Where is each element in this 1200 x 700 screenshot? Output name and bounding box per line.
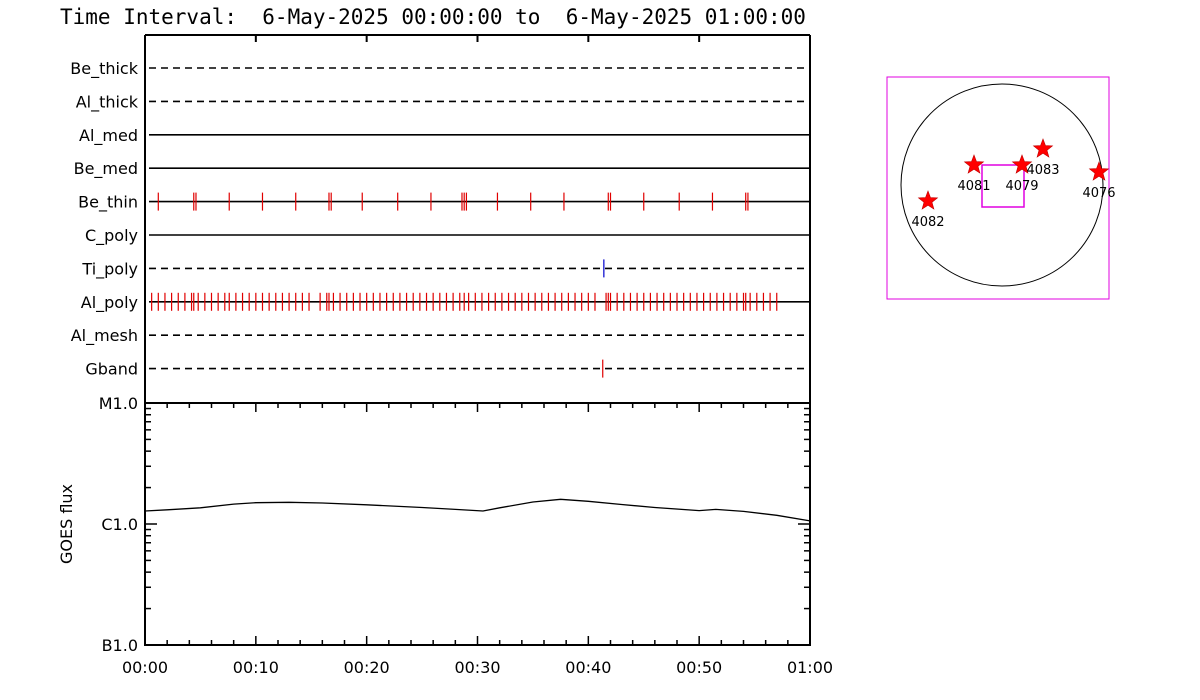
x-tick-label: 00:50 [676, 658, 722, 677]
active-region-label-4083: 4083 [1026, 163, 1059, 178]
active-region-star-4079 [1011, 154, 1033, 174]
active-region-star-4076 [1088, 161, 1110, 181]
channel-label-al-poly: Al_poly [81, 293, 138, 313]
x-tick-label: 00:40 [565, 658, 611, 677]
y-tick-label: M1.0 [99, 394, 138, 413]
event-timeline-panel: Be_thick Al_thick Al_med Be_med Be_thin C_pol… [70, 34, 811, 402]
x-tick-label: 00:00 [122, 658, 168, 677]
active-region-star-4083 [1032, 138, 1054, 158]
time-interval-title: Time Interval: 6-May-2025 00:00:00 to 6-… [60, 5, 806, 29]
goes-y-axis-label: GOES flux [57, 484, 76, 564]
active-region-label-4076: 4076 [1082, 186, 1115, 201]
x-tick-label: 00:20 [344, 658, 390, 677]
active-region-label-4082: 4082 [911, 215, 944, 230]
channel-label-al-med: Al_med [79, 126, 138, 146]
map-frame [886, 76, 1110, 300]
channel-label-be-thin: Be_thin [78, 193, 138, 213]
x-tick-label: 00:30 [454, 658, 500, 677]
goes-flux-panel: 00:00 00:10 00:20 00:30 00:40 00:50 01:00 M1.0 C… [57, 394, 833, 677]
channel-label-gband: Gband [85, 360, 138, 379]
active-region-label-4079: 4079 [1005, 179, 1038, 194]
channel-label-c-poly: C_poly [85, 226, 138, 246]
y-tick-label: B1.0 [102, 636, 138, 655]
channel-label-be-thick: Be_thick [70, 59, 138, 79]
active-region-star-4081 [963, 154, 985, 174]
channel-label-be-med: Be_med [74, 159, 138, 179]
channel-label-al-mesh: Al_mesh [71, 326, 138, 346]
channel-label-ti-poly: Ti_poly [81, 259, 138, 279]
x-tick-label: 00:10 [233, 658, 279, 677]
channel-label-al-thick: Al_thick [76, 92, 139, 112]
goes-flux-line [144, 498, 811, 522]
field-of-view-box [981, 164, 1025, 208]
goes-plot-frame [144, 402, 811, 646]
x-tick-label: 01:00 [787, 658, 833, 677]
y-tick-label: C1.0 [101, 515, 138, 534]
solar-limb [900, 83, 1104, 287]
active-region-label-4081: 4081 [957, 179, 990, 194]
active-region-star-4082 [917, 190, 939, 210]
